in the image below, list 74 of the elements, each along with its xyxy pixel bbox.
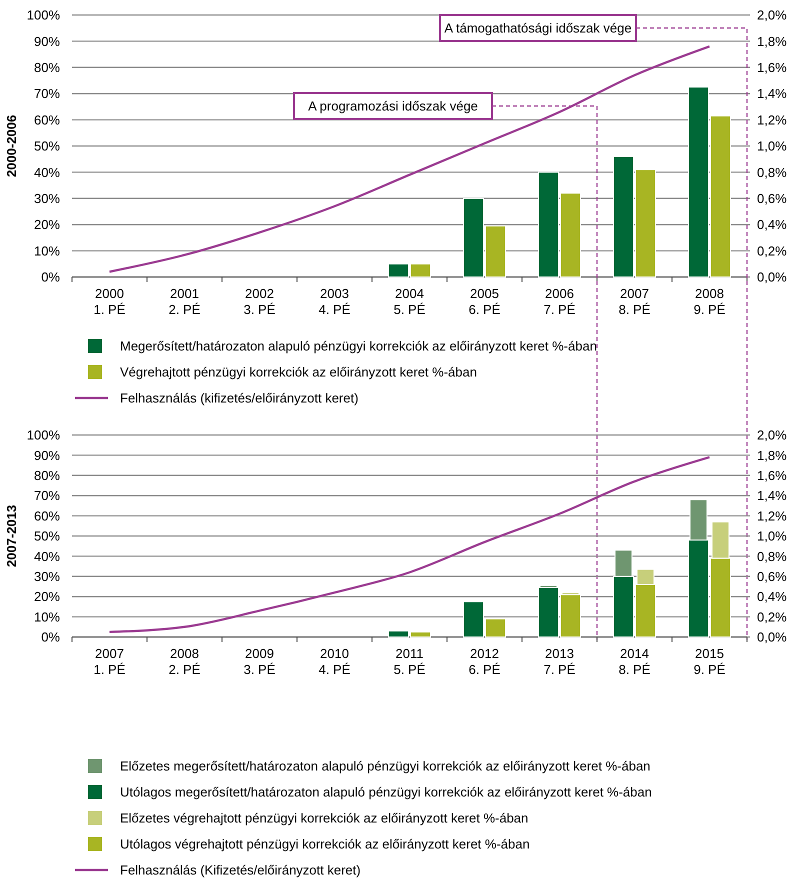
y2-tick-label: 1,4% (757, 488, 788, 504)
y-tick-label: 20% (34, 589, 60, 604)
x-tick-label: 2000 1. PÉ (94, 286, 126, 317)
y2-tick-label: 0,4% (757, 217, 788, 232)
y2-tick-label: 1,8% (757, 34, 788, 49)
y2-tick-label: 1,6% (757, 60, 788, 75)
y-tick-label: 40% (34, 548, 60, 564)
legend-label: Megerősített/határozaton alapuló pénzügyi korrekciók az előirányzott keret %-ában (120, 338, 597, 354)
legend-label: Utólagos megerősített/határozaton alapuló pénzügyi korrekciók az előirányzott keret %-ában (120, 784, 652, 800)
legend-label: Előzetes megerősített/határozaton alapuló pénzügyi korrekciók az előirányzott keret %-ában (120, 758, 650, 774)
y2-tick-label: 0,6% (757, 568, 788, 584)
y2-tick-label: 0,8% (757, 548, 788, 564)
y-tick-label: 100% (26, 428, 60, 443)
y-tick-label: 80% (34, 468, 60, 483)
y2-tick-label: 1,2% (757, 508, 788, 524)
annotation: A programozási időszak vége (308, 98, 478, 114)
x-tick-label: 2005 6. PÉ (468, 286, 501, 317)
x-tick-label: 2008 9. PÉ (694, 286, 726, 317)
y2-tick-label: 1,6% (757, 468, 788, 483)
x-tick-label: 2013 7. PÉ (544, 646, 576, 677)
y2-tick-label: 0,0% (757, 630, 788, 645)
y-tick-label: 80% (34, 60, 60, 75)
x-tick-label: 2014 8. PÉ (618, 646, 651, 677)
y2-tick-label: 1,0% (757, 138, 788, 154)
y-tick-label: 70% (34, 86, 60, 102)
y2-tick-label: 0,6% (757, 190, 788, 206)
annotation: A támogathatósági időszak vége (444, 20, 632, 36)
y2-tick-label: 0,8% (757, 164, 788, 180)
y-tick-label: 90% (34, 448, 60, 463)
y2-tick-label: 0,0% (757, 270, 788, 285)
y2-tick-label: 1,4% (757, 86, 788, 102)
legend-label: Előzetes végrehajtott pénzügyi korrekciók az előirányzott keret %-ában (120, 810, 528, 826)
x-tick-label: 2011 5. PÉ (394, 646, 426, 677)
x-tick-label: 2009 3. PÉ (244, 646, 276, 677)
x-tick-label: 2015 9. PÉ (694, 646, 726, 677)
x-tick-label: 2004 5. PÉ (394, 286, 426, 317)
y-tick-label: 40% (34, 164, 60, 180)
y-tick-label: 0% (41, 270, 60, 285)
y-tick-label: 90% (34, 34, 60, 49)
x-tick-label: 2012 6. PÉ (468, 646, 501, 677)
y-tick-label: 60% (34, 508, 60, 524)
legend-label: Utólagos végrehajtott pénzügyi korrekciók az előirányzott keret %-ában (120, 836, 530, 852)
y-tick-label: 100% (26, 8, 60, 23)
y2-tick-label: 0,2% (757, 243, 788, 258)
x-tick-label: 2007 1. PÉ (94, 646, 126, 677)
y2-tick-label: 1,0% (757, 528, 788, 544)
y-tick-label: 0% (41, 630, 60, 645)
y-tick-label: 50% (34, 138, 60, 154)
y2-tick-label: 2,0% (757, 8, 788, 23)
y-tick-label: 20% (34, 217, 60, 232)
y-tick-label: 30% (34, 568, 60, 584)
x-tick-label: 2003 4. PÉ (318, 286, 351, 317)
y-tick-label: 70% (34, 488, 60, 504)
y2-tick-label: 1,8% (757, 448, 788, 463)
y-tick-label: 60% (34, 112, 60, 128)
x-tick-label: 2007 8. PÉ (618, 286, 651, 317)
x-tick-label: 2010 4. PÉ (318, 646, 351, 677)
y-tick-label: 10% (34, 243, 60, 258)
x-tick-label: 2006 7. PÉ (544, 286, 576, 317)
y-axis-title: 2007-2013 (4, 504, 19, 568)
y2-tick-label: 0,4% (757, 589, 788, 604)
x-tick-label: 2001 2. PÉ (168, 286, 201, 317)
y-axis-title: 2000-2006 (4, 114, 19, 178)
legend-label: Felhasználás (Kifizetés/előirányzott keret) (120, 862, 361, 878)
y2-tick-label: 1,2% (757, 112, 788, 128)
legend-label: Felhasználás (kifizetés/előirányzott keret) (120, 390, 358, 406)
y2-tick-label: 0,2% (757, 609, 788, 624)
y-tick-label: 30% (34, 190, 60, 206)
y2-tick-label: 2,0% (757, 428, 788, 443)
x-tick-label: 2008 2. PÉ (168, 646, 201, 677)
y-tick-label: 10% (34, 609, 60, 624)
y-tick-label: 50% (34, 528, 60, 544)
legend-label: Végrehajtott pénzügyi korrekciók az előirányzott keret %-ában (120, 364, 477, 380)
x-tick-label: 2002 3. PÉ (244, 286, 276, 317)
